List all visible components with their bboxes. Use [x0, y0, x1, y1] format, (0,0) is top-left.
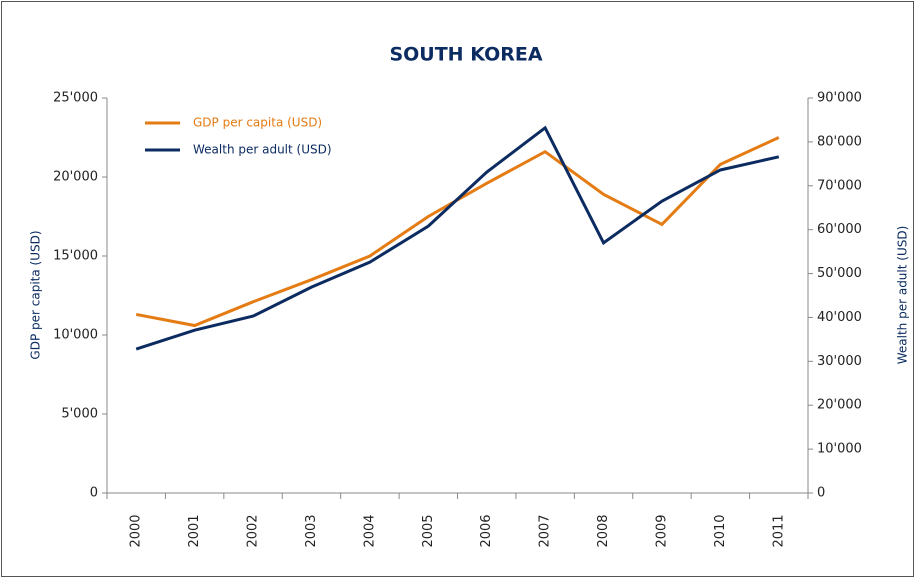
x-tick-label: 2010 [713, 514, 728, 547]
y2-tick-label: 90'000 [817, 91, 862, 106]
legend-label: Wealth per adult (USD) [193, 143, 332, 157]
x-tick-label: 2002 [246, 514, 261, 547]
y2-tick-label: 10'000 [817, 442, 862, 457]
x-tick-label: 2001 [187, 514, 202, 547]
y-axis-title: GDP per capita (USD) [29, 230, 43, 359]
x-tick-label: 2003 [304, 514, 319, 547]
y-tick-label: 20'000 [53, 170, 98, 185]
x-tick-label: 2000 [129, 514, 144, 547]
y2-tick-label: 0 [817, 486, 825, 501]
y2-tick-label: 20'000 [817, 398, 862, 413]
y2-tick-label: 70'000 [817, 178, 862, 193]
x-tick-label: 2007 [538, 514, 553, 547]
x-tick-label: 2004 [362, 514, 377, 547]
y-tick-label: 25'000 [53, 91, 98, 106]
chart-title: SOUTH KOREA [389, 44, 542, 66]
x-tick-label: 2008 [596, 514, 611, 547]
y2-tick-label: 40'000 [817, 310, 862, 325]
y2-tick-label: 50'000 [817, 266, 862, 281]
x-tick-label: 2005 [421, 514, 436, 547]
legend-label: GDP per capita (USD) [193, 116, 322, 130]
y2-axis-title: Wealth per adult (USD) [896, 226, 910, 365]
y2-tick-label: 80'000 [817, 134, 862, 149]
y-tick-label: 15'000 [53, 249, 98, 264]
x-tick-label: 2011 [771, 514, 786, 547]
y-tick-label: 0 [90, 486, 98, 501]
series-line [135, 125, 780, 351]
y2-tick-label: 30'000 [817, 354, 862, 369]
x-tick-label: 2009 [654, 514, 669, 547]
y2-tick-label: 60'000 [817, 222, 862, 237]
y-tick-label: 10'000 [53, 328, 98, 343]
y-tick-label: 5'000 [61, 407, 98, 422]
x-tick-label: 2006 [479, 514, 494, 547]
